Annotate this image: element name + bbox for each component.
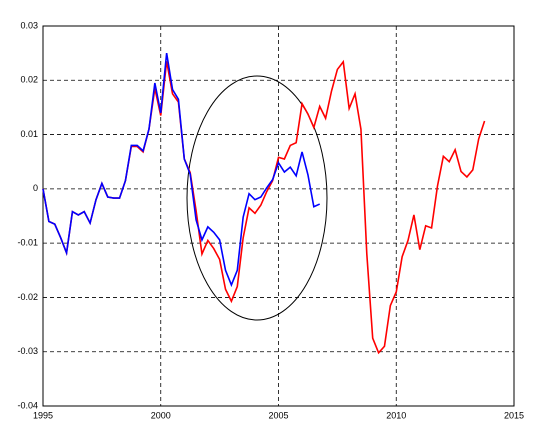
y-tick-label: 0.01 (20, 129, 38, 139)
y-tick-label: -0.02 (17, 292, 38, 302)
series-line (42, 59, 486, 355)
x-tick-label: 1995 (33, 410, 53, 420)
y-tick-label: -0.04 (17, 400, 38, 410)
x-tick-label: 2000 (151, 410, 171, 420)
y-tick-label: -0.01 (17, 238, 38, 248)
x-tick-label: 2015 (504, 410, 524, 420)
x-tick-label: 2005 (268, 410, 288, 420)
series-line (42, 53, 321, 288)
y-tick-label: -0.03 (17, 346, 38, 356)
y-tick-label: 0.02 (20, 75, 38, 85)
x-tick-label: 2010 (386, 410, 406, 420)
highlight-ellipse (186, 75, 328, 321)
y-tick-label: 0 (33, 183, 38, 193)
y-tick-label: 0.03 (20, 20, 38, 30)
